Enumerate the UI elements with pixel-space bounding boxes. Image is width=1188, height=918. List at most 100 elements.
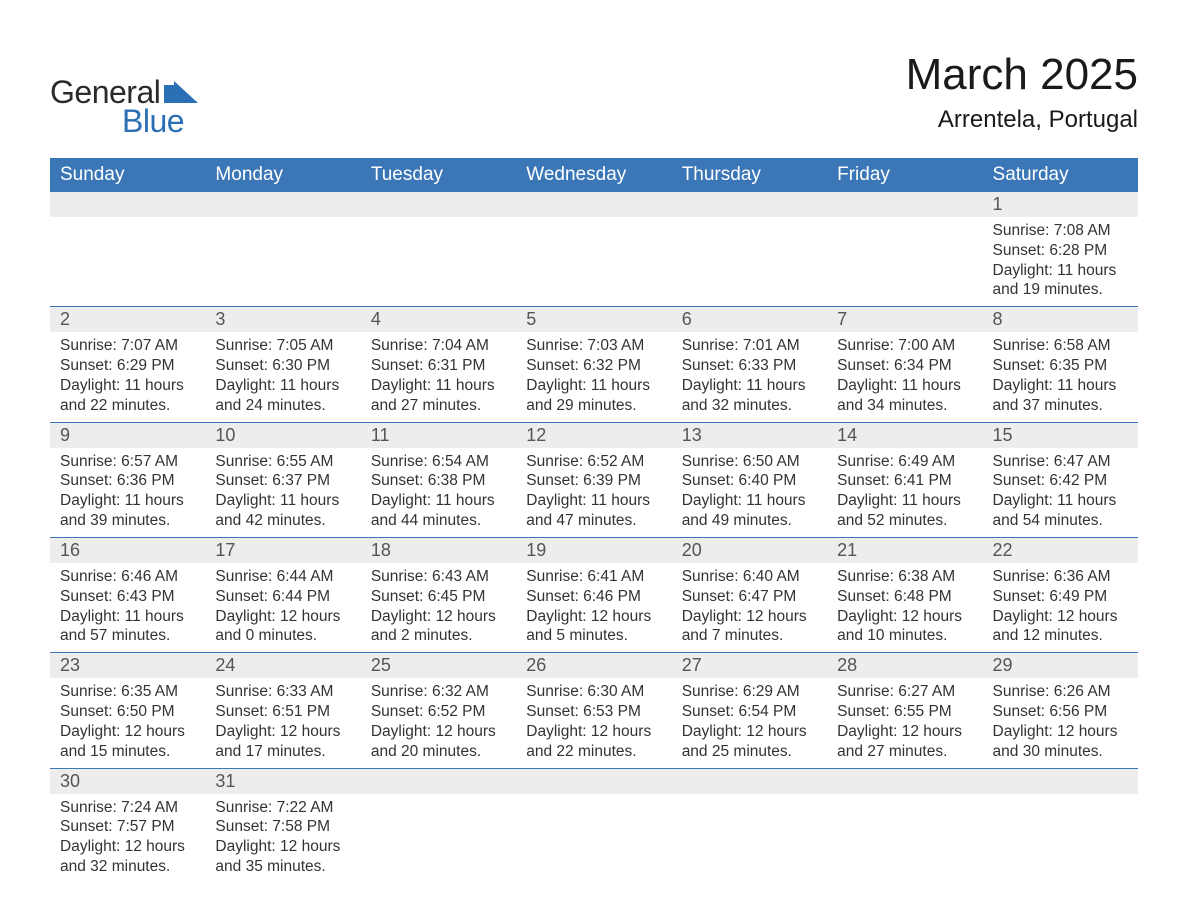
day-cell: Sunrise: 6:41 AMSunset: 6:46 PMDaylight:…: [516, 563, 671, 652]
sunrise-line: Sunrise: 6:30 AM: [526, 682, 661, 702]
day-cell: [983, 794, 1138, 878]
sunrise-line: Sunrise: 7:01 AM: [682, 336, 817, 356]
day-cell: [516, 217, 671, 301]
day-number: 15: [983, 423, 1138, 448]
day-cell: Sunrise: 6:57 AMSunset: 6:36 PMDaylight:…: [50, 448, 205, 537]
daylight-line-1: Daylight: 12 hours: [215, 722, 350, 742]
daylight-line-2: and 22 minutes.: [526, 742, 661, 762]
day-cell: Sunrise: 6:50 AMSunset: 6:40 PMDaylight:…: [672, 448, 827, 537]
daylight-line-1: Daylight: 12 hours: [682, 607, 817, 627]
daylight-line-1: Daylight: 11 hours: [60, 376, 195, 396]
sunset-line: Sunset: 6:47 PM: [682, 587, 817, 607]
daylight-line-1: Daylight: 11 hours: [215, 376, 350, 396]
week-daynum-row: 2345678: [50, 307, 1138, 333]
week-content-row: Sunrise: 7:08 AMSunset: 6:28 PMDaylight:…: [50, 217, 1138, 307]
day-number: [516, 769, 671, 793]
day-cell: Sunrise: 7:01 AMSunset: 6:33 PMDaylight:…: [672, 332, 827, 421]
weekday-header: Sunday: [50, 158, 205, 192]
day-number: 30: [50, 769, 205, 794]
sunset-line: Sunset: 6:29 PM: [60, 356, 195, 376]
day-cell: Sunrise: 6:52 AMSunset: 6:39 PMDaylight:…: [516, 448, 671, 537]
daylight-line-2: and 32 minutes.: [60, 857, 195, 877]
day-cell: Sunrise: 6:44 AMSunset: 6:44 PMDaylight:…: [205, 563, 360, 652]
day-number: [983, 769, 1138, 793]
sunset-line: Sunset: 6:34 PM: [837, 356, 972, 376]
sunset-line: Sunset: 6:28 PM: [993, 241, 1128, 261]
weekday-header: Monday: [205, 158, 360, 192]
day-number: 26: [516, 653, 671, 678]
day-number: 10: [205, 423, 360, 448]
daylight-line-2: and 32 minutes.: [682, 396, 817, 416]
daylight-line-1: Daylight: 12 hours: [526, 722, 661, 742]
week-daynum-row: 16171819202122: [50, 537, 1138, 563]
day-number: 28: [827, 653, 982, 678]
sunrise-line: Sunrise: 7:05 AM: [215, 336, 350, 356]
daylight-line-2: and 5 minutes.: [526, 626, 661, 646]
daylight-line-1: Daylight: 11 hours: [993, 376, 1128, 396]
daylight-line-1: Daylight: 11 hours: [682, 376, 817, 396]
daylight-line-1: Daylight: 11 hours: [215, 491, 350, 511]
header-row: General Blue March 2025 Arrentela, Portu…: [50, 50, 1138, 140]
sunset-line: Sunset: 6:30 PM: [215, 356, 350, 376]
day-number: [827, 192, 982, 216]
logo-word-blue: Blue: [122, 103, 198, 140]
day-cell: Sunrise: 6:58 AMSunset: 6:35 PMDaylight:…: [983, 332, 1138, 421]
sunset-line: Sunset: 6:36 PM: [60, 471, 195, 491]
daylight-line-2: and 12 minutes.: [993, 626, 1128, 646]
day-cell: Sunrise: 7:04 AMSunset: 6:31 PMDaylight:…: [361, 332, 516, 421]
day-cell: [361, 794, 516, 878]
day-number: 29: [983, 653, 1138, 678]
daylight-line-2: and 57 minutes.: [60, 626, 195, 646]
day-number: 7: [827, 307, 982, 332]
day-cell: Sunrise: 6:30 AMSunset: 6:53 PMDaylight:…: [516, 678, 671, 767]
daylight-line-2: and 0 minutes.: [215, 626, 350, 646]
sunset-line: Sunset: 6:42 PM: [993, 471, 1128, 491]
day-cell: Sunrise: 6:38 AMSunset: 6:48 PMDaylight:…: [827, 563, 982, 652]
sunrise-line: Sunrise: 7:03 AM: [526, 336, 661, 356]
day-cell: [50, 217, 205, 301]
daylight-line-2: and 24 minutes.: [215, 396, 350, 416]
sunrise-line: Sunrise: 6:50 AM: [682, 452, 817, 472]
sunrise-line: Sunrise: 6:55 AM: [215, 452, 350, 472]
logo: General Blue: [50, 74, 198, 140]
day-cell: Sunrise: 7:22 AMSunset: 7:58 PMDaylight:…: [205, 794, 360, 883]
daylight-line-2: and 39 minutes.: [60, 511, 195, 531]
day-cell: [827, 794, 982, 878]
sunrise-line: Sunrise: 7:24 AM: [60, 798, 195, 818]
sunset-line: Sunset: 6:45 PM: [371, 587, 506, 607]
day-number: [516, 192, 671, 216]
sunrise-line: Sunrise: 6:38 AM: [837, 567, 972, 587]
sunrise-line: Sunrise: 6:41 AM: [526, 567, 661, 587]
daylight-line-2: and 17 minutes.: [215, 742, 350, 762]
day-cell: Sunrise: 6:29 AMSunset: 6:54 PMDaylight:…: [672, 678, 827, 767]
sunset-line: Sunset: 6:37 PM: [215, 471, 350, 491]
sunset-line: Sunset: 6:44 PM: [215, 587, 350, 607]
sunrise-line: Sunrise: 6:43 AM: [371, 567, 506, 587]
day-number: 16: [50, 538, 205, 563]
week-daynum-row: 9101112131415: [50, 422, 1138, 448]
day-number: 13: [672, 423, 827, 448]
day-number: [827, 769, 982, 793]
sunset-line: Sunset: 6:35 PM: [993, 356, 1128, 376]
day-number: 25: [361, 653, 516, 678]
sunset-line: Sunset: 6:51 PM: [215, 702, 350, 722]
weekday-header: Wednesday: [516, 158, 671, 192]
sunset-line: Sunset: 7:58 PM: [215, 817, 350, 837]
weekday-header-row: SundayMondayTuesdayWednesdayThursdayFrid…: [50, 158, 1138, 192]
day-cell: [205, 217, 360, 301]
day-cell: Sunrise: 6:27 AMSunset: 6:55 PMDaylight:…: [827, 678, 982, 767]
day-cell: Sunrise: 6:33 AMSunset: 6:51 PMDaylight:…: [205, 678, 360, 767]
day-number: 4: [361, 307, 516, 332]
daylight-line-2: and 10 minutes.: [837, 626, 972, 646]
sunset-line: Sunset: 6:48 PM: [837, 587, 972, 607]
day-cell: Sunrise: 6:26 AMSunset: 6:56 PMDaylight:…: [983, 678, 1138, 767]
daylight-line-2: and 49 minutes.: [682, 511, 817, 531]
day-cell: [516, 794, 671, 878]
day-number: [50, 192, 205, 216]
day-number: 19: [516, 538, 671, 563]
sunset-line: Sunset: 6:39 PM: [526, 471, 661, 491]
day-number: 9: [50, 423, 205, 448]
sunrise-line: Sunrise: 6:49 AM: [837, 452, 972, 472]
daylight-line-1: Daylight: 11 hours: [993, 491, 1128, 511]
day-number: 2: [50, 307, 205, 332]
